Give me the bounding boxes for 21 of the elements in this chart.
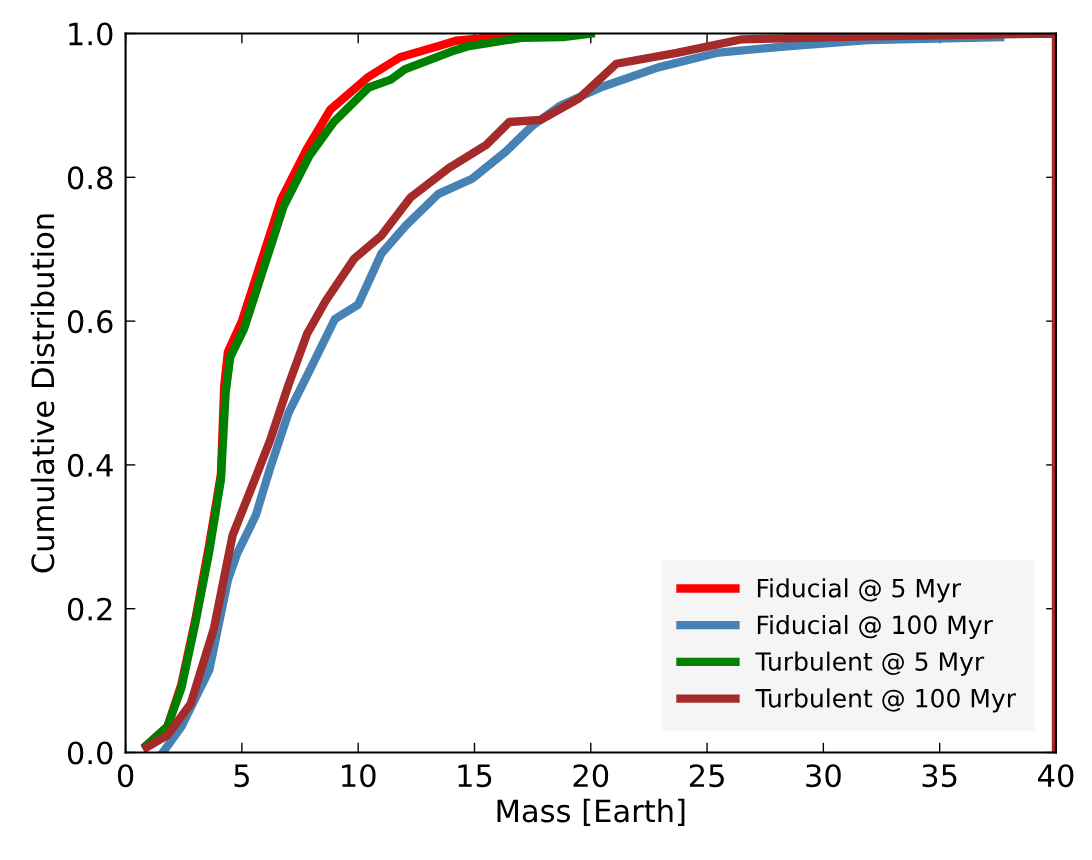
y-tick-label: 0.0 (67, 741, 113, 765)
x-tick-label: 5 (234, 764, 249, 788)
y-tick-label: 0.2 (67, 597, 112, 621)
x-tick-label: 35 (922, 764, 957, 788)
y-tick-label: 0.4 (67, 453, 113, 477)
y-axis-title: Cumulative Distribution (30, 214, 55, 573)
y-tick-label: 0.8 (67, 166, 113, 190)
x-tick-label: 20 (573, 764, 609, 788)
legend-label: Turbulent @ 5 Myr (755, 651, 985, 676)
x-tick-label: 30 (806, 764, 841, 788)
legend-label: Fiducial @ 5 Myr (757, 578, 962, 603)
legend-label: Fiducial @ 100 Myr (757, 614, 993, 640)
legend-label: Turbulent @ 100 Myr (755, 688, 1016, 713)
x-tick-label: 0 (117, 764, 134, 788)
x-tick-label: 25 (689, 764, 724, 788)
x-tick-label: 15 (458, 764, 492, 788)
y-tick-label: 0.6 (67, 310, 113, 334)
x-tick-label: 10 (342, 764, 376, 788)
y-tick-label: 1.0 (69, 22, 113, 46)
x-axis-title: Mass [Earth] (497, 798, 685, 826)
x-tick-label: 40 (1038, 764, 1074, 788)
